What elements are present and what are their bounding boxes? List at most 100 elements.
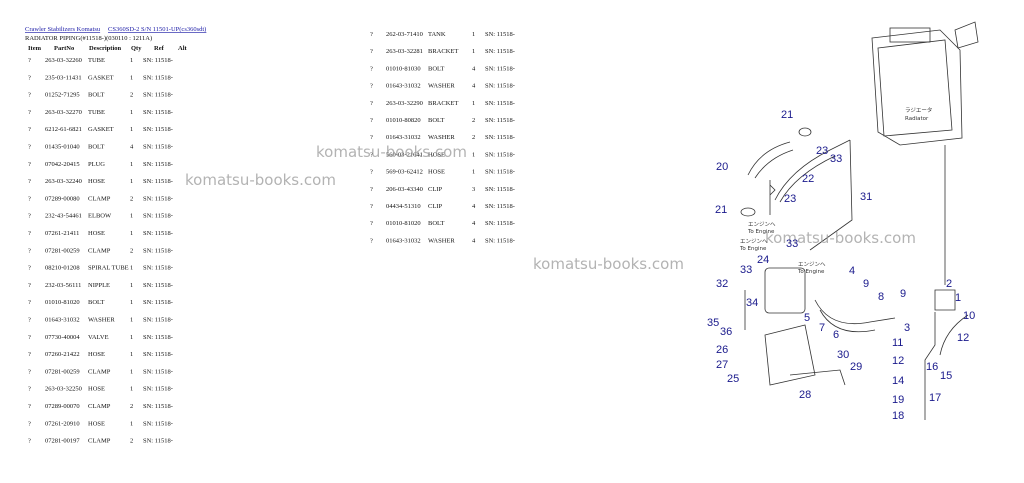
description: BOLT bbox=[88, 299, 104, 306]
part-number: 01252-71295 bbox=[45, 92, 80, 99]
item-no: ? bbox=[28, 386, 31, 393]
description: WASHER bbox=[428, 134, 455, 141]
quantity: 1 bbox=[130, 213, 133, 220]
description: CLIP bbox=[428, 203, 442, 210]
callout-number: 30 bbox=[837, 349, 849, 361]
item-no: ? bbox=[28, 351, 31, 358]
quantity: 1 bbox=[130, 109, 133, 116]
serial: SN: 11518- bbox=[143, 386, 173, 393]
column-header: Qty bbox=[131, 45, 142, 52]
serial: SN: 11518- bbox=[143, 282, 173, 289]
watermark: komatsu-books.com bbox=[316, 143, 467, 161]
item-no: ? bbox=[370, 151, 373, 158]
item-no: ? bbox=[28, 161, 31, 168]
item-no: ? bbox=[28, 282, 31, 289]
item-no: ? bbox=[28, 403, 31, 410]
part-number: 07260-21422 bbox=[45, 351, 80, 358]
quantity: 4 bbox=[472, 83, 476, 90]
part-number: 01010-81030 bbox=[386, 65, 421, 72]
part-number: 01643-31032 bbox=[45, 317, 80, 324]
callout-number: 2 bbox=[946, 278, 952, 290]
serial: SN: 11518- bbox=[485, 65, 515, 72]
part-number: 263-03-32240 bbox=[45, 178, 82, 185]
quantity: 4 bbox=[472, 237, 476, 244]
quantity: 1 bbox=[130, 386, 133, 393]
diagram-note: To Engine bbox=[797, 269, 825, 275]
description: HOSE bbox=[88, 178, 105, 185]
quantity: 1 bbox=[130, 334, 133, 341]
item-no: ? bbox=[28, 420, 31, 427]
diagram-note: エンジンへ bbox=[740, 238, 768, 245]
part-number: 07261-20910 bbox=[45, 420, 80, 427]
quantity: 2 bbox=[130, 195, 133, 202]
part-number: 263-03-32260 bbox=[45, 57, 82, 64]
watermark: komatsu-books.com bbox=[185, 171, 336, 189]
item-no: ? bbox=[28, 178, 31, 185]
breadcrumb-link[interactable]: Crawler Stabilizers Komatsu bbox=[25, 26, 101, 33]
item-no: ? bbox=[28, 144, 31, 151]
diagram-note: To Engine bbox=[747, 229, 775, 235]
callout-number: 6 bbox=[833, 329, 839, 341]
quantity: 4 bbox=[130, 144, 134, 151]
part-number: 01643-31032 bbox=[386, 237, 421, 244]
serial: SN: 11518- bbox=[143, 438, 173, 445]
part-number: 569-03-62412 bbox=[386, 169, 423, 176]
item-no: ? bbox=[370, 134, 373, 141]
part-number: 01010-80820 bbox=[386, 117, 421, 124]
serial: SN: 11518- bbox=[485, 151, 515, 158]
callout-number: 26 bbox=[716, 344, 728, 356]
serial: SN: 11518- bbox=[485, 169, 515, 176]
callout-number: 25 bbox=[727, 373, 739, 385]
serial: SN: 11518- bbox=[143, 334, 173, 341]
description: NIPPLE bbox=[88, 282, 110, 289]
quantity: 1 bbox=[472, 31, 475, 38]
callout-number: 5 bbox=[804, 312, 810, 324]
serial: SN: 11518- bbox=[485, 83, 515, 90]
breadcrumb-link[interactable]: CS360SD-2 S/N 11501-UP(cs360sdt) bbox=[108, 26, 206, 33]
callout-number: 22 bbox=[802, 173, 814, 185]
quantity: 1 bbox=[472, 100, 475, 107]
part-number: 01435-01040 bbox=[45, 144, 80, 151]
description: BRACKET bbox=[428, 100, 458, 107]
serial: SN: 11518- bbox=[143, 195, 173, 202]
part-number: 07730-40004 bbox=[45, 334, 80, 341]
callout-number: 3 bbox=[904, 322, 910, 334]
item-no: ? bbox=[370, 169, 373, 176]
diagram-note: ラジエータ bbox=[905, 106, 932, 114]
column-header: Ref bbox=[154, 45, 165, 52]
item-no: ? bbox=[28, 213, 31, 220]
item-no: ? bbox=[370, 186, 373, 193]
callout-number: 33 bbox=[740, 264, 752, 276]
serial: SN: 11518- bbox=[143, 109, 173, 116]
description: CLAMP bbox=[88, 438, 111, 445]
callout-number: 35 bbox=[707, 317, 719, 329]
description: CLAMP bbox=[88, 403, 111, 410]
serial: SN: 11518- bbox=[143, 317, 173, 324]
description: ELBOW bbox=[88, 213, 112, 220]
description: GASKET bbox=[88, 126, 114, 133]
callout-number: 20 bbox=[716, 161, 728, 173]
callout-number: 24 bbox=[757, 254, 769, 266]
quantity: 4 bbox=[472, 220, 476, 227]
serial: SN: 11518- bbox=[143, 403, 173, 410]
description: SPIRAL TUBE bbox=[88, 265, 129, 272]
diagram-note: Radiator bbox=[905, 116, 929, 122]
description: CLAMP bbox=[88, 195, 111, 202]
callout-number: 16 bbox=[926, 361, 938, 373]
description: BOLT bbox=[428, 220, 444, 227]
item-no: ? bbox=[28, 438, 31, 445]
serial: SN: 11518- bbox=[143, 299, 173, 306]
part-number: 07281-00259 bbox=[45, 368, 80, 375]
part-number: 01643-31032 bbox=[386, 83, 421, 90]
quantity: 1 bbox=[130, 230, 133, 237]
quantity: 1 bbox=[130, 74, 133, 81]
quantity: 4 bbox=[472, 65, 476, 72]
serial: SN: 11518- bbox=[143, 92, 173, 99]
callout-number: 4 bbox=[849, 265, 855, 277]
quantity: 1 bbox=[130, 351, 133, 358]
quantity: 1 bbox=[130, 317, 133, 324]
part-number: 232-03-56111 bbox=[45, 282, 81, 289]
callout-number: 12 bbox=[957, 332, 969, 344]
part-number: 206-03-43340 bbox=[386, 186, 423, 193]
description: BOLT bbox=[88, 144, 104, 151]
